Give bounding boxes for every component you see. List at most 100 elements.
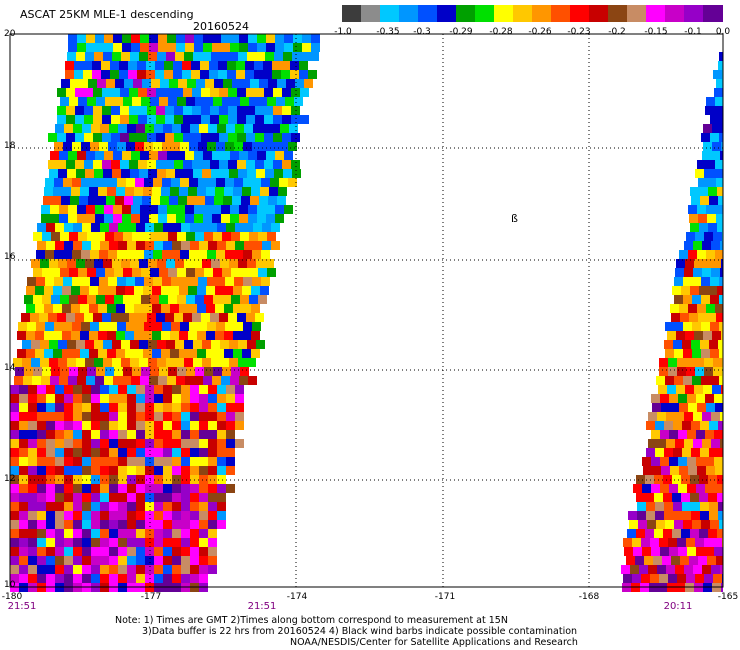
- swath-cell: [109, 430, 118, 439]
- swath-cell: [628, 511, 637, 520]
- swath-cell: [37, 520, 46, 529]
- swath-cell: [638, 520, 647, 529]
- swath-cell: [19, 403, 28, 412]
- swath-cell: [118, 241, 127, 250]
- swath-cell: [140, 205, 149, 214]
- swath-cell: [698, 556, 707, 565]
- swath-cell: [100, 538, 109, 547]
- swath-cell: [208, 511, 217, 520]
- swath-cell: [709, 196, 718, 205]
- swath-cell: [172, 241, 181, 250]
- swath-cell: [55, 385, 64, 394]
- swath-cell: [118, 394, 127, 403]
- swath-cell: [60, 97, 69, 106]
- legend-swatch: [456, 5, 476, 22]
- swath-cell: [111, 313, 120, 322]
- legend-swatch: [665, 5, 685, 22]
- swath-cell: [193, 340, 202, 349]
- swath-cell: [715, 97, 723, 106]
- swath-cell: [230, 214, 239, 223]
- swath-cell: [718, 196, 723, 205]
- swath-cell: [701, 295, 710, 304]
- swath-cell: [291, 115, 300, 124]
- swath-cell: [72, 142, 81, 151]
- swath-cell: [208, 556, 217, 565]
- swath-cell: [214, 196, 223, 205]
- swath-cell: [185, 34, 194, 43]
- swath-cell: [670, 304, 679, 313]
- swath-cell: [150, 232, 159, 241]
- swath-cell: [138, 115, 147, 124]
- swath-cell: [186, 367, 195, 376]
- swath-cell: [28, 403, 37, 412]
- swath-cell: [118, 124, 127, 133]
- swath-cell: [65, 70, 74, 79]
- swath-cell: [171, 142, 180, 151]
- swath-cell: [73, 538, 82, 547]
- swath-cell: [51, 232, 60, 241]
- swath-cell: [37, 403, 46, 412]
- swath-cell: [108, 250, 117, 259]
- swath-cell: [116, 349, 125, 358]
- swath-cell: [199, 439, 208, 448]
- swath-cell: [136, 574, 145, 583]
- swath-cell: [36, 322, 45, 331]
- swath-cell: [179, 187, 188, 196]
- swath-cell: [231, 97, 240, 106]
- swath-cell: [713, 367, 722, 376]
- swath-cell: [80, 286, 89, 295]
- swath-cell: [682, 448, 691, 457]
- swath-cell: [161, 286, 170, 295]
- swath-cell: [73, 421, 82, 430]
- swath-cell: [145, 448, 154, 457]
- swath-cell: [19, 457, 28, 466]
- swath-cell: [172, 556, 181, 565]
- swath-cell: [646, 421, 655, 430]
- swath-cell: [282, 160, 291, 169]
- swath-cell: [64, 394, 73, 403]
- swath-cell: [75, 115, 84, 124]
- swath-cell: [91, 484, 100, 493]
- swath-cell: [135, 277, 144, 286]
- swath-cell: [99, 277, 108, 286]
- swath-cell: [204, 295, 213, 304]
- swath-cell: [104, 43, 113, 52]
- swath-cell: [207, 142, 216, 151]
- swath-cell: [55, 223, 64, 232]
- swath-cell: [180, 142, 189, 151]
- swath-cell: [142, 79, 151, 88]
- swath-cell: [197, 286, 206, 295]
- swath-cell: [632, 574, 641, 583]
- swath-cell: [121, 340, 130, 349]
- swath-cell: [185, 43, 194, 52]
- swath-cell: [220, 340, 229, 349]
- swath-cell: [663, 529, 672, 538]
- swath-cell: [35, 304, 44, 313]
- swath-cell: [96, 367, 105, 376]
- swath-cell: [91, 574, 100, 583]
- swath-cell: [243, 178, 252, 187]
- swath-cell: [10, 484, 19, 493]
- swath-cell: [24, 295, 33, 304]
- swath-cell: [181, 529, 190, 538]
- swath-cell: [623, 538, 632, 547]
- swath-cell: [82, 565, 91, 574]
- swath-cell: [64, 484, 73, 493]
- swath-cell: [140, 34, 149, 43]
- swath-cell: [122, 34, 131, 43]
- swath-cell: [688, 304, 697, 313]
- swath-cell: [82, 430, 91, 439]
- swath-cell: [120, 313, 129, 322]
- swath-cell: [216, 142, 225, 151]
- swath-cell: [136, 511, 145, 520]
- swath-cell: [172, 484, 181, 493]
- swath-cell: [82, 511, 91, 520]
- swath-cell: [100, 394, 109, 403]
- swath-cell: [682, 502, 691, 511]
- swath-cell: [154, 484, 163, 493]
- swath-cell: [687, 394, 696, 403]
- swath-cell: [172, 124, 181, 133]
- swath-cell: [180, 178, 189, 187]
- swath-cell: [688, 466, 697, 475]
- swath-cell: [114, 97, 123, 106]
